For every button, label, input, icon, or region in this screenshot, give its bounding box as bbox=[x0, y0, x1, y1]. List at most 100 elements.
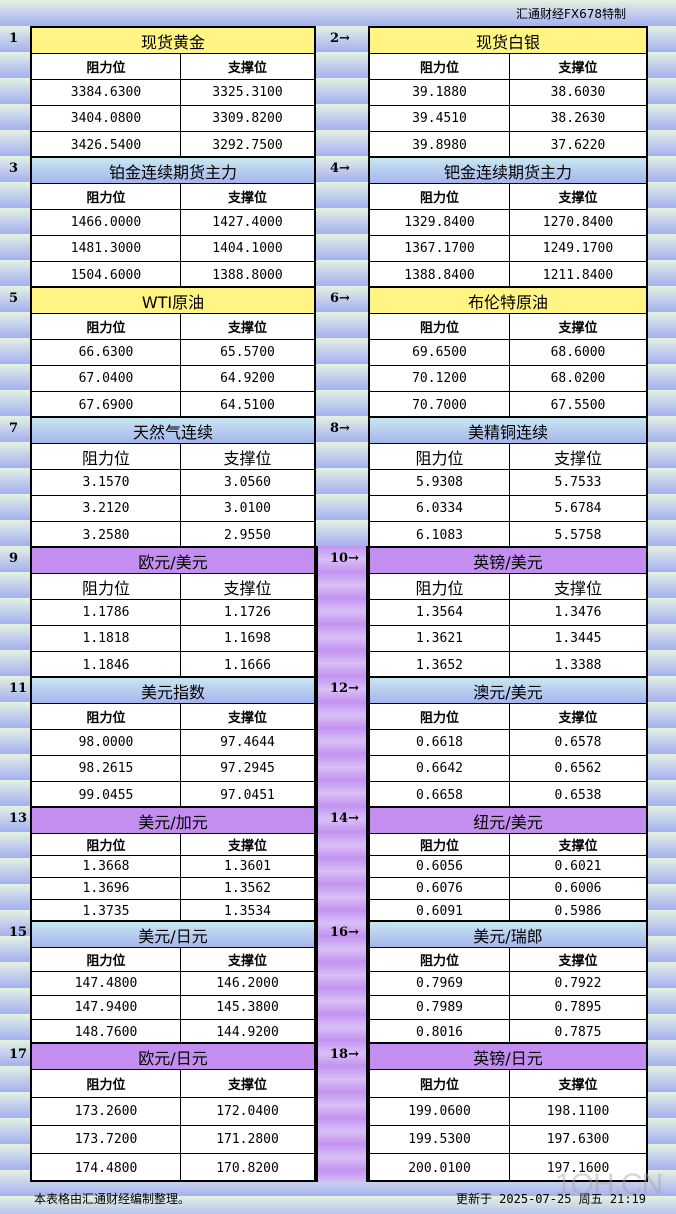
column-header-row: 阻力位 支撑位 bbox=[370, 314, 646, 340]
table-row: 3426.5400 3292.7500 bbox=[32, 132, 314, 158]
resistance-value: 1.1786 bbox=[32, 600, 181, 625]
table-row: 1.3652 1.3388 bbox=[370, 652, 646, 678]
table-row: 6.1083 5.5758 bbox=[370, 522, 646, 548]
table-row: 98.0000 97.4644 bbox=[32, 730, 314, 756]
pivot-table-15: 美元/日元 阻力位 支撑位 147.4800 146.2000 147.9400 145.3… bbox=[30, 920, 316, 1044]
section-number-text: 12 bbox=[330, 681, 349, 696]
section-number: 16→ bbox=[316, 925, 368, 940]
support-header: 支撑位 bbox=[223, 448, 272, 468]
table-row: 1.3668 1.3601 bbox=[32, 856, 314, 878]
support-value: 37.6220 bbox=[550, 137, 606, 153]
support-value: 2.9550 bbox=[224, 527, 271, 543]
pivot-table-7: 天然气连续 阻力位 支撑位 3.1570 3.0560 3.2120 3.0100 3.258… bbox=[30, 416, 316, 548]
section-number: 10→ bbox=[316, 551, 368, 566]
table-row: 1.1786 1.1726 bbox=[32, 600, 314, 626]
support-value: 0.7895 bbox=[554, 1000, 602, 1015]
support-value: 3309.8200 bbox=[212, 111, 283, 126]
support-value: 97.2945 bbox=[220, 761, 275, 776]
section-title: 澳元/美元 bbox=[370, 678, 646, 704]
support-value: 67.5500 bbox=[550, 397, 606, 413]
pivot-table-10: 英镑/美元 阻力位 支撑位 1.3564 1.3476 1.3621 1.3445 1.365… bbox=[368, 546, 648, 678]
support-value: 3325.3100 bbox=[212, 85, 283, 100]
resistance-header: 阻力位 bbox=[32, 314, 181, 339]
section-number: 4→ bbox=[316, 161, 368, 176]
support-value: 146.2000 bbox=[216, 976, 279, 991]
resistance-value: 1.1818 bbox=[32, 626, 181, 651]
support-value: 65.5700 bbox=[220, 345, 275, 360]
section-number: 15 bbox=[9, 925, 28, 940]
section-title: 纽元/美元 bbox=[370, 808, 646, 834]
column-header-row: 阻力位 支撑位 bbox=[370, 54, 646, 80]
resistance-value: 0.6642 bbox=[370, 756, 510, 781]
support-value: 3.0100 bbox=[224, 501, 271, 516]
resistance-value: 1481.3000 bbox=[32, 236, 181, 261]
support-header: 支撑位 bbox=[558, 839, 598, 854]
section-number-text: 14 bbox=[330, 811, 349, 826]
section-title: 天然气连续 bbox=[32, 418, 314, 444]
column-header-row: 阻力位 支撑位 bbox=[32, 948, 314, 972]
table-row: 200.0100 197.1600 bbox=[370, 1154, 646, 1182]
resistance-value: 6.1083 bbox=[370, 522, 510, 548]
support-header: 支撑位 bbox=[227, 839, 267, 854]
section-number: 3 bbox=[9, 161, 19, 176]
support-value: 3292.7500 bbox=[212, 137, 283, 153]
section-number-text: 6 bbox=[330, 291, 340, 306]
support-header: 支撑位 bbox=[558, 321, 598, 336]
resistance-value: 173.2600 bbox=[32, 1098, 181, 1125]
resistance-value: 0.6091 bbox=[370, 900, 510, 922]
section-number: 17 bbox=[9, 1047, 28, 1062]
support-value: 0.5986 bbox=[554, 903, 602, 919]
resistance-value: 0.7989 bbox=[370, 996, 510, 1019]
support-header: 支撑位 bbox=[558, 711, 598, 726]
support-header: 支撑位 bbox=[227, 1078, 267, 1093]
table-row: 1.3621 1.3445 bbox=[370, 626, 646, 652]
resistance-value: 3404.0800 bbox=[32, 106, 181, 131]
table-row: 3.2580 2.9550 bbox=[32, 522, 314, 548]
table-row: 3.2120 3.0100 bbox=[32, 496, 314, 522]
resistance-header: 阻力位 bbox=[32, 834, 181, 855]
arrow-icon: → bbox=[339, 291, 350, 306]
arrow-icon: → bbox=[348, 681, 359, 696]
resistance-value: 200.0100 bbox=[370, 1154, 510, 1182]
resistance-value: 67.0400 bbox=[32, 366, 181, 391]
table-row: 3.1570 3.0560 bbox=[32, 470, 314, 496]
resistance-value: 0.6658 bbox=[370, 782, 510, 808]
resistance-value: 1.3564 bbox=[370, 600, 510, 625]
support-header: 支撑位 bbox=[553, 578, 602, 598]
section-title: 美元/加元 bbox=[32, 808, 314, 834]
support-value: 1.3562 bbox=[224, 881, 271, 896]
table-row: 1.3696 1.3562 bbox=[32, 878, 314, 900]
resistance-header: 阻力位 bbox=[32, 444, 181, 469]
resistance-header: 阻力位 bbox=[32, 574, 181, 599]
support-header: 支撑位 bbox=[227, 61, 267, 76]
table-row: 3384.6300 3325.3100 bbox=[32, 80, 314, 106]
support-value: 1.3534 bbox=[224, 903, 271, 919]
resistance-header: 阻力位 bbox=[370, 574, 510, 599]
resistance-value: 1.3621 bbox=[370, 626, 510, 651]
arrow-icon: → bbox=[348, 811, 359, 826]
support-value: 1.3445 bbox=[554, 631, 602, 646]
support-header: 支撑位 bbox=[227, 191, 267, 206]
pivot-table-1: 现货黄金 阻力位 支撑位 3384.6300 3325.3100 3404.0800 330… bbox=[30, 26, 316, 158]
support-value: 0.6538 bbox=[554, 787, 602, 803]
support-value: 0.7875 bbox=[554, 1024, 602, 1040]
support-value: 0.6578 bbox=[554, 735, 602, 750]
section-number: 2→ bbox=[316, 31, 368, 46]
section-number-text: 8 bbox=[330, 421, 340, 436]
middle-purple-strip bbox=[316, 546, 368, 1182]
arrow-icon: → bbox=[339, 421, 350, 436]
resistance-header: 阻力位 bbox=[370, 314, 510, 339]
table-row: 67.0400 64.9200 bbox=[32, 366, 314, 392]
resistance-header: 阻力位 bbox=[32, 54, 181, 79]
resistance-value: 1504.6000 bbox=[32, 262, 181, 288]
support-value: 3.0560 bbox=[224, 475, 271, 490]
resistance-value: 70.7000 bbox=[370, 392, 510, 418]
column-header-row: 阻力位 支撑位 bbox=[370, 948, 646, 972]
section-title: 美元指数 bbox=[32, 678, 314, 704]
section-title: 现货白银 bbox=[370, 28, 646, 54]
table-row: 70.1200 68.0200 bbox=[370, 366, 646, 392]
support-value: 38.2630 bbox=[550, 111, 606, 126]
support-value: 1427.4000 bbox=[212, 215, 283, 230]
support-header: 支撑位 bbox=[227, 954, 267, 969]
section-number: 13 bbox=[9, 811, 28, 826]
